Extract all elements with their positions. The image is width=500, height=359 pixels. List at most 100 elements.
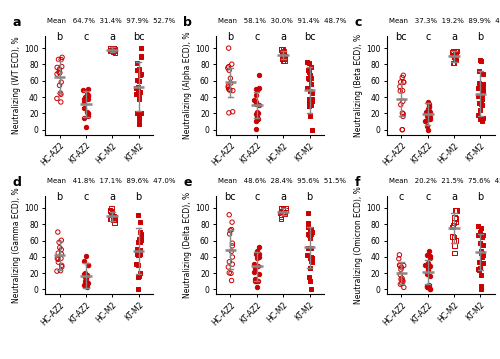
Point <box>134 87 142 93</box>
Point <box>84 262 92 268</box>
Point <box>308 97 316 102</box>
Point <box>110 46 118 51</box>
Point <box>82 274 90 280</box>
Point <box>426 286 434 292</box>
Text: Mean   41.8%  17.1%  89.6%  47.0%: Mean 41.8% 17.1% 89.6% 47.0% <box>47 178 176 184</box>
Point <box>84 92 92 98</box>
Point <box>303 85 311 91</box>
Point <box>81 95 89 101</box>
Point <box>228 61 236 67</box>
Point <box>476 229 484 235</box>
Point <box>307 231 315 237</box>
Point <box>137 71 145 77</box>
Point <box>106 216 114 222</box>
Point <box>477 248 485 254</box>
Point <box>133 67 141 73</box>
Point <box>396 252 404 258</box>
Point <box>250 269 258 275</box>
Point <box>424 99 432 105</box>
Point <box>56 66 64 72</box>
Point <box>478 90 486 96</box>
Point <box>224 45 232 51</box>
Point <box>279 56 287 61</box>
Point <box>56 245 64 251</box>
Point <box>255 254 263 260</box>
Point <box>226 259 234 265</box>
Point <box>134 212 141 218</box>
Point <box>228 248 235 254</box>
Point <box>135 121 143 127</box>
Y-axis label: Neutralizing (Omicron ECD), %: Neutralizing (Omicron ECD), % <box>354 186 364 304</box>
Y-axis label: Neutralizing (Delta ECD), %: Neutralizing (Delta ECD), % <box>184 192 192 298</box>
Point <box>452 208 460 213</box>
Point <box>252 279 260 284</box>
Point <box>424 265 432 271</box>
Point <box>135 67 143 73</box>
Text: b: b <box>56 32 62 42</box>
Point <box>280 55 287 60</box>
Point <box>57 57 65 62</box>
Point <box>474 223 482 229</box>
Point <box>276 205 284 211</box>
Point <box>397 267 405 272</box>
Point <box>228 278 235 283</box>
Point <box>255 252 263 257</box>
Point <box>133 77 141 83</box>
Point <box>400 79 407 85</box>
Point <box>478 284 486 289</box>
Point <box>253 255 261 261</box>
Point <box>58 237 66 243</box>
Point <box>278 58 286 64</box>
Point <box>306 255 314 260</box>
Point <box>82 253 90 259</box>
Point <box>106 46 114 51</box>
Point <box>136 252 144 257</box>
Text: b: b <box>478 32 484 42</box>
Point <box>478 254 486 260</box>
Point <box>476 107 484 113</box>
Point <box>106 208 114 214</box>
Point <box>254 109 262 115</box>
Point <box>450 234 458 240</box>
Point <box>134 251 141 257</box>
Point <box>136 89 144 94</box>
Point <box>474 232 482 238</box>
Point <box>136 73 143 78</box>
Point <box>304 231 312 237</box>
Point <box>135 236 143 242</box>
Text: c: c <box>398 192 404 202</box>
Point <box>478 91 486 97</box>
Point <box>106 48 114 54</box>
Point <box>450 60 458 66</box>
Point <box>308 127 316 132</box>
Point <box>58 64 66 69</box>
Point <box>80 258 88 264</box>
Point <box>106 216 114 222</box>
Point <box>448 224 456 230</box>
Point <box>474 85 482 91</box>
Point <box>256 72 264 78</box>
Text: a: a <box>451 192 457 202</box>
Point <box>397 102 405 108</box>
Point <box>477 102 485 107</box>
Point <box>280 58 288 64</box>
Text: c: c <box>425 32 430 42</box>
Point <box>479 115 487 121</box>
Point <box>450 54 458 60</box>
Point <box>53 71 61 77</box>
Point <box>308 255 316 261</box>
Point <box>282 205 290 211</box>
Point <box>305 98 313 104</box>
Point <box>399 98 407 104</box>
Point <box>110 214 118 219</box>
Point <box>134 263 142 269</box>
Point <box>396 281 404 287</box>
Point <box>424 107 432 113</box>
Point <box>134 97 142 102</box>
Point <box>398 75 406 80</box>
Point <box>279 206 287 211</box>
Text: bc: bc <box>224 192 236 202</box>
Point <box>56 268 64 274</box>
Point <box>304 67 312 73</box>
Point <box>449 48 457 54</box>
